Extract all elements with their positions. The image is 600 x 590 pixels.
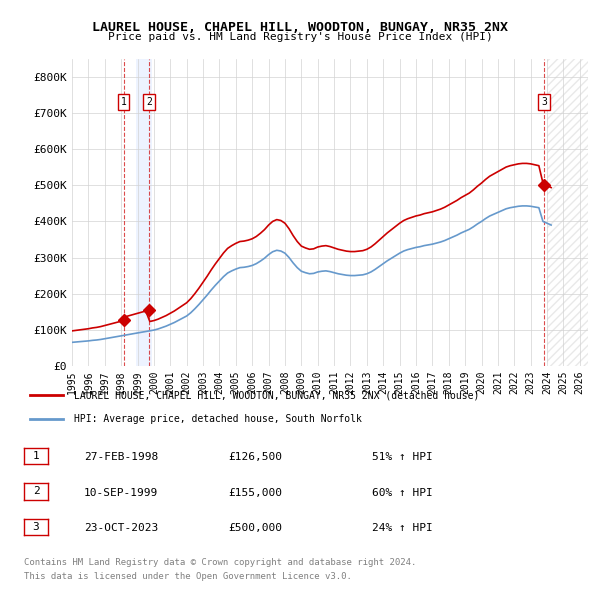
Text: Contains HM Land Registry data © Crown copyright and database right 2024.: Contains HM Land Registry data © Crown c…: [24, 558, 416, 566]
Text: LAUREL HOUSE, CHAPEL HILL, WOODTON, BUNGAY, NR35 2NX: LAUREL HOUSE, CHAPEL HILL, WOODTON, BUNG…: [92, 21, 508, 34]
Text: 60% ↑ HPI: 60% ↑ HPI: [372, 488, 433, 497]
Text: 24% ↑ HPI: 24% ↑ HPI: [372, 523, 433, 533]
Text: 1: 1: [32, 451, 40, 461]
Text: 27-FEB-1998: 27-FEB-1998: [84, 453, 158, 462]
Text: £155,000: £155,000: [228, 488, 282, 497]
Text: 3: 3: [32, 522, 40, 532]
Text: 3: 3: [541, 97, 547, 107]
Text: 2: 2: [146, 97, 152, 107]
Text: £500,000: £500,000: [228, 523, 282, 533]
Text: 1: 1: [121, 97, 127, 107]
Text: This data is licensed under the Open Government Licence v3.0.: This data is licensed under the Open Gov…: [24, 572, 352, 581]
Bar: [547, 59, 588, 366]
Text: 10-SEP-1999: 10-SEP-1999: [84, 488, 158, 497]
Text: 23-OCT-2023: 23-OCT-2023: [84, 523, 158, 533]
Text: Price paid vs. HM Land Registry's House Price Index (HPI): Price paid vs. HM Land Registry's House …: [107, 32, 493, 42]
Text: 51% ↑ HPI: 51% ↑ HPI: [372, 453, 433, 462]
Text: 2: 2: [32, 487, 40, 496]
Text: £126,500: £126,500: [228, 453, 282, 462]
Bar: [136, 59, 152, 366]
Text: HPI: Average price, detached house, South Norfolk: HPI: Average price, detached house, Sout…: [74, 414, 362, 424]
Text: LAUREL HOUSE, CHAPEL HILL, WOODTON, BUNGAY, NR35 2NX (detached house): LAUREL HOUSE, CHAPEL HILL, WOODTON, BUNG…: [74, 391, 479, 401]
